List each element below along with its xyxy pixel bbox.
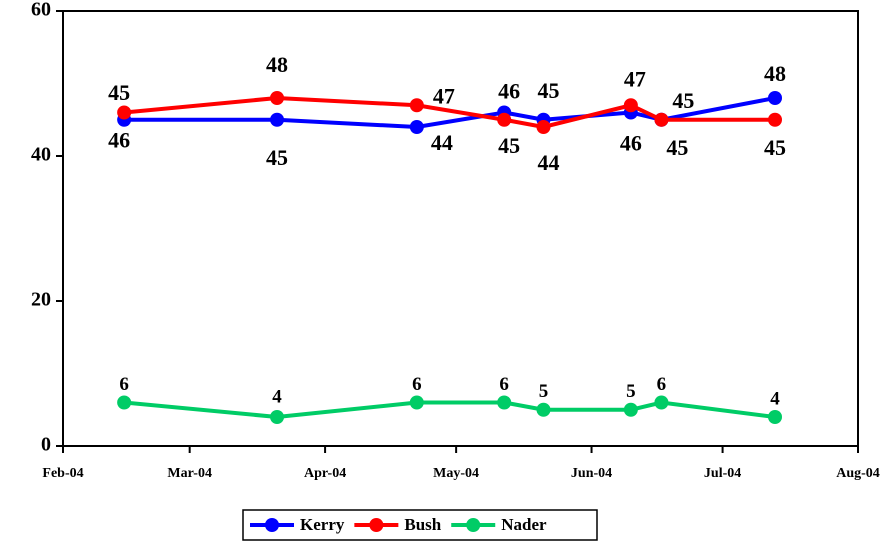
point	[270, 112, 285, 127]
point	[768, 410, 783, 424]
data-label: 45	[672, 88, 694, 113]
point	[497, 395, 512, 410]
point	[117, 395, 132, 410]
data-label: 6	[657, 374, 667, 395]
x-tick-label: Mar-04	[167, 466, 212, 481]
legend: Kerry Bush Nader	[242, 509, 598, 541]
x-tick-label: Jun-04	[571, 466, 612, 481]
y-tick-label: 0	[41, 434, 51, 456]
series-line	[123, 400, 776, 420]
data-label: 45	[108, 80, 130, 105]
point	[117, 105, 132, 120]
data-label: 45	[498, 133, 520, 158]
legend-marker	[369, 518, 384, 532]
data-label: 4	[770, 388, 780, 409]
point	[623, 402, 638, 417]
legend-box	[242, 509, 598, 541]
point	[654, 395, 669, 410]
legend-label: Bush	[404, 515, 441, 534]
data-label: 46	[620, 131, 642, 156]
point	[623, 98, 638, 113]
point	[409, 395, 424, 410]
data-label: 45	[764, 135, 786, 160]
point	[654, 112, 669, 127]
point	[768, 112, 783, 127]
point	[270, 91, 285, 105]
point	[536, 402, 551, 417]
point	[409, 98, 424, 113]
plot-area	[62, 10, 859, 447]
data-label: 47	[624, 66, 646, 91]
data-label: 6	[119, 374, 129, 395]
x-tick-label: May-04	[433, 466, 479, 481]
y-tick-label: 40	[31, 144, 51, 166]
data-label: 44	[431, 130, 453, 155]
point	[270, 410, 285, 424]
y-tick-label: 60	[31, 0, 51, 21]
data-label: 48	[764, 61, 786, 86]
data-label: 48	[266, 52, 288, 77]
x-tick-label: Feb-04	[42, 466, 83, 481]
x-tick-label: Apr-04	[304, 466, 346, 481]
data-label: 46	[498, 79, 520, 104]
data-label: 45	[537, 78, 559, 103]
legend-marker	[466, 518, 481, 532]
point	[497, 112, 512, 127]
data-label: 4	[272, 386, 282, 407]
data-label: 45	[266, 145, 288, 170]
legend-marker	[265, 518, 279, 532]
data-label: 47	[433, 83, 455, 108]
point	[409, 120, 424, 134]
point	[536, 120, 551, 134]
data-label: 6	[412, 374, 422, 395]
legend-label: Nader	[501, 515, 547, 534]
legend-label: Kerry	[300, 515, 345, 534]
data-label: 6	[499, 374, 509, 395]
data-label: 5	[626, 381, 636, 402]
data-label: 45	[666, 135, 688, 160]
data-label: 5	[539, 381, 549, 402]
x-tick-label: Aug-04	[836, 466, 880, 481]
x-tick-label: Jul-04	[704, 466, 741, 481]
y-tick-label: 20	[31, 289, 51, 311]
data-label: 44	[537, 150, 559, 175]
point	[768, 91, 783, 105]
data-label: 46	[108, 128, 130, 153]
